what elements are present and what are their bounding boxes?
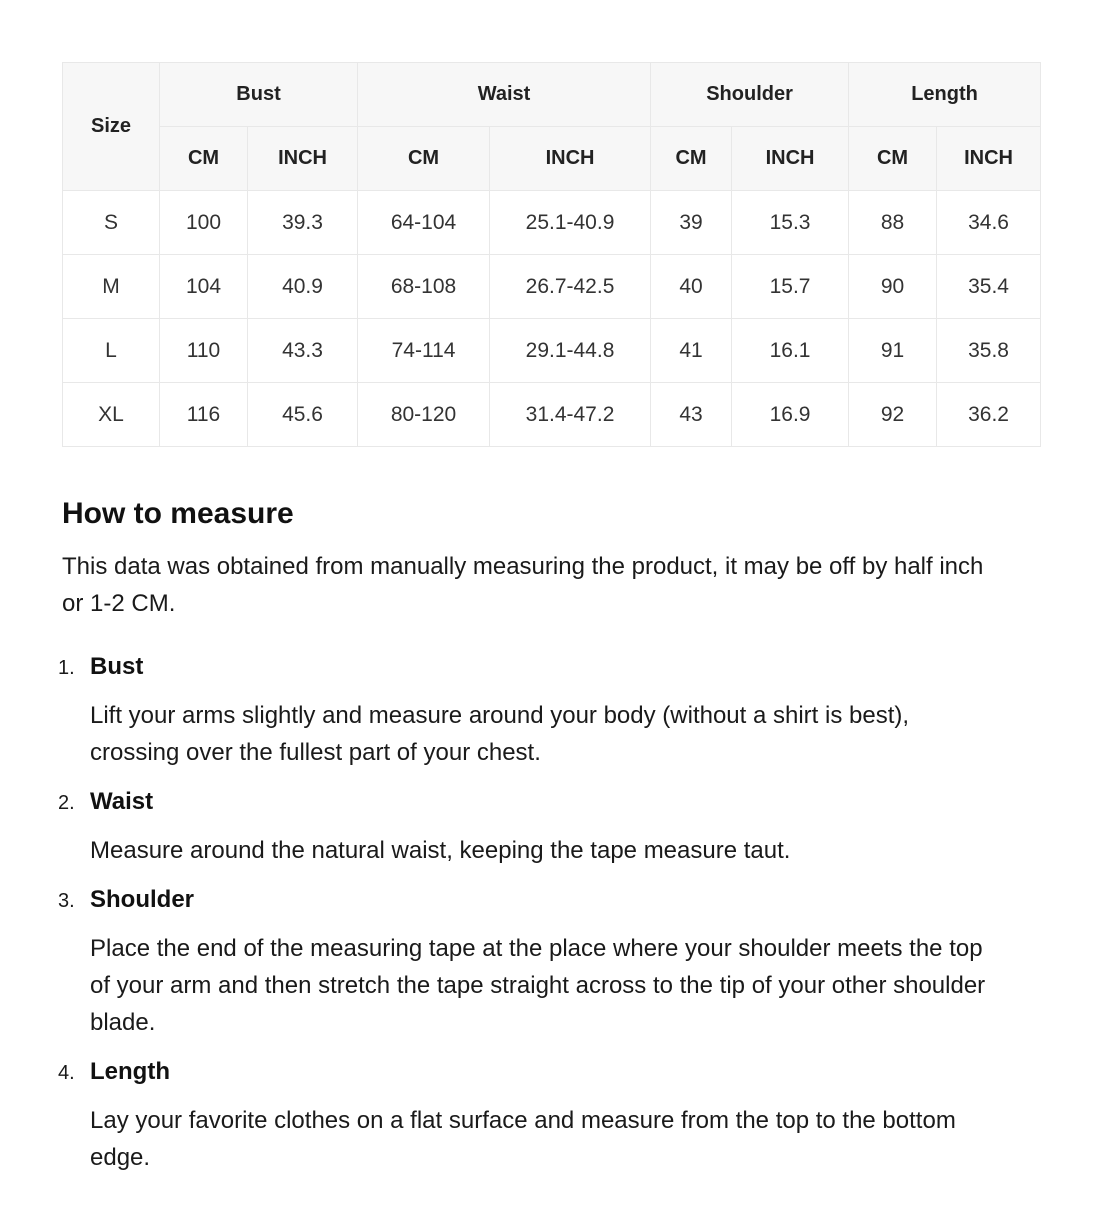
- step-body: Bust Lift your arms slightly and measure…: [90, 650, 1040, 785]
- cell-bust-inch: 43.3: [246, 318, 359, 383]
- column-header-length: Length: [848, 62, 1042, 127]
- column-header-waist: Waist: [357, 62, 652, 127]
- cell-shoulder-inch: 15.3: [731, 190, 850, 255]
- cell-bust-cm: 116: [159, 382, 248, 447]
- size-cell: XL: [62, 382, 160, 447]
- cell-bust-cm: 100: [159, 190, 248, 255]
- cell-length-inch: 36.2: [936, 382, 1042, 447]
- cell-length-inch: 34.6: [936, 190, 1042, 255]
- unit-header-row: CM INCH CM INCH CM INCH CM INCH: [63, 126, 1042, 191]
- column-header-size: Size: [62, 62, 160, 191]
- cell-shoulder-inch: 15.7: [731, 254, 850, 319]
- unit-header-bust-cm: CM: [159, 126, 248, 191]
- unit-header-length-inch: INCH: [936, 126, 1042, 191]
- size-guide-page: Size Bust Waist Shoulder Length CM INCH …: [58, 62, 1042, 1190]
- step-number: 2.: [58, 792, 75, 814]
- column-header-bust: Bust: [158, 62, 359, 127]
- list-item-waist: 2. Waist Measure around the natural wais…: [58, 785, 1040, 883]
- size-chart-header: Size Bust Waist Shoulder Length CM INCH …: [62, 62, 1042, 191]
- size-cell: M: [62, 254, 160, 319]
- cell-waist-inch: 25.1-40.9: [489, 190, 652, 255]
- step-label-waist: Waist: [90, 788, 154, 815]
- cell-length-cm: 91: [848, 318, 938, 383]
- step-label-bust: Bust: [90, 653, 144, 680]
- column-header-shoulder: Shoulder: [650, 62, 850, 127]
- cell-shoulder-cm: 43: [650, 382, 733, 447]
- size-cell: L: [62, 318, 160, 383]
- table-row-size-m: M 104 40.9 68-108 26.7-42.5 40 15.7 90 3…: [62, 254, 1042, 319]
- group-header-row: Size Bust Waist Shoulder Length: [62, 62, 1042, 191]
- step-description: Measure around the natural waist, keepin…: [90, 837, 791, 864]
- step-label-length: Length: [90, 1058, 170, 1085]
- size-cell: S: [62, 190, 160, 255]
- unit-header-length-cm: CM: [848, 126, 938, 191]
- cell-length-cm: 92: [848, 382, 938, 447]
- step-number: 1.: [58, 657, 75, 679]
- cell-bust-inch: 40.9: [246, 254, 359, 319]
- cell-length-cm: 90: [848, 254, 938, 319]
- size-chart-table: Size Bust Waist Shoulder Length CM INCH …: [62, 62, 1042, 447]
- table-row-size-s: S 100 39.3 64-104 25.1-40.9 39 15.3 88 3…: [62, 190, 1042, 255]
- unit-header-waist-cm: CM: [357, 126, 491, 191]
- cell-shoulder-cm: 40: [650, 254, 733, 319]
- cell-waist-cm: 80-120: [357, 382, 491, 447]
- cell-waist-cm: 74-114: [357, 318, 491, 383]
- cell-length-inch: 35.4: [936, 254, 1042, 319]
- list-item-length: 4. Length Lay your favorite clothes on a…: [58, 1055, 1040, 1190]
- unit-header-waist-inch: INCH: [489, 126, 652, 191]
- cell-bust-inch: 45.6: [246, 382, 359, 447]
- unit-header-bust-inch: INCH: [246, 126, 359, 191]
- unit-header-shoulder-inch: INCH: [731, 126, 850, 191]
- step-description: Lay your favorite clothes on a flat surf…: [90, 1107, 956, 1171]
- cell-shoulder-cm: 39: [650, 190, 733, 255]
- measure-disclaimer-text: This data was obtained from manually mea…: [62, 553, 984, 617]
- step-number: 4.: [58, 1062, 75, 1084]
- step-description: Lift your arms slightly and measure arou…: [90, 702, 910, 766]
- cell-shoulder-cm: 41: [650, 318, 733, 383]
- step-body: Waist Measure around the natural waist, …: [90, 785, 1040, 883]
- cell-bust-inch: 39.3: [246, 190, 359, 255]
- how-to-measure-section: How to measure This data was obtained fr…: [58, 497, 1040, 1190]
- cell-length-inch: 35.8: [936, 318, 1042, 383]
- step-body: Shoulder Place the end of the measuring …: [90, 883, 1040, 1055]
- cell-bust-cm: 104: [159, 254, 248, 319]
- cell-bust-cm: 110: [159, 318, 248, 383]
- step-number: 3.: [58, 890, 75, 912]
- cell-length-cm: 88: [848, 190, 938, 255]
- cell-waist-cm: 64-104: [357, 190, 491, 255]
- cell-waist-cm: 68-108: [357, 254, 491, 319]
- list-item-bust: 1. Bust Lift your arms slightly and meas…: [58, 650, 1040, 785]
- unit-header-shoulder-cm: CM: [650, 126, 733, 191]
- cell-waist-inch: 29.1-44.8: [489, 318, 652, 383]
- cell-shoulder-inch: 16.9: [731, 382, 850, 447]
- section-title: How to measure: [62, 497, 294, 530]
- cell-waist-inch: 26.7-42.5: [489, 254, 652, 319]
- cell-shoulder-inch: 16.1: [731, 318, 850, 383]
- step-body: Length Lay your favorite clothes on a fl…: [90, 1055, 1040, 1190]
- measure-steps-list: 1. Bust Lift your arms slightly and meas…: [58, 650, 1040, 1190]
- step-label-shoulder: Shoulder: [90, 886, 195, 913]
- table-row-size-xl: XL 116 45.6 80-120 31.4-47.2 43 16.9 92 …: [62, 382, 1042, 447]
- table-row-size-l: L 110 43.3 74-114 29.1-44.8 41 16.1 91 3…: [62, 318, 1042, 383]
- list-item-shoulder: 3. Shoulder Place the end of the measuri…: [58, 883, 1040, 1055]
- step-description: Place the end of the measuring tape at t…: [90, 935, 986, 1036]
- cell-waist-inch: 31.4-47.2: [489, 382, 652, 447]
